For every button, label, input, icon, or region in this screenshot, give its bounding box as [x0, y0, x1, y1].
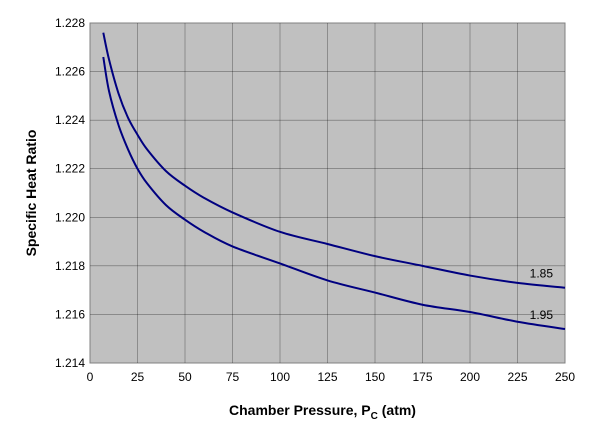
x-tick-label: 250 — [555, 370, 575, 384]
y-tick-label: 1.218 — [55, 259, 85, 273]
series-lines — [102, 32, 566, 330]
x-tick-label: 100 — [270, 370, 290, 384]
x-gridlines — [137, 23, 518, 363]
y-tick-label: 1.216 — [55, 307, 85, 321]
y-axis-title: Specific Heat Ratio — [23, 130, 39, 257]
series-labels: 1.85 1.95 — [530, 267, 554, 322]
x-tick-label: 200 — [460, 370, 480, 384]
x-tick-label: 125 — [317, 370, 337, 384]
x-tick-labels: 0 25 50 75 100 125 150 175 200 225 250 — [87, 370, 576, 384]
y-tick-label: 1.220 — [55, 210, 85, 224]
x-axis-title-main: Chamber Pressure, P — [229, 402, 371, 418]
y-tick-label: 1.214 — [55, 356, 85, 370]
x-tick-label: 50 — [178, 370, 192, 384]
x-tick-label: 0 — [87, 370, 94, 384]
series-line-1.85 — [102, 32, 566, 289]
x-tick-label: 225 — [507, 370, 527, 384]
y-tick-label: 1.228 — [55, 16, 85, 30]
series-label-1.85: 1.85 — [530, 267, 554, 281]
plot-area — [89, 22, 566, 364]
series-line-1.95 — [102, 56, 566, 330]
x-tick-label: 75 — [226, 370, 240, 384]
series-label-1.95: 1.95 — [530, 308, 554, 322]
y-tick-label: 1.222 — [55, 162, 85, 176]
y-tick-label: 1.226 — [55, 65, 85, 79]
y-tick-labels: 1.214 1.216 1.218 1.220 1.222 1.224 1.226 1.228 — [55, 16, 85, 370]
x-axis-title-subscript: C — [371, 411, 378, 422]
x-tick-label: 25 — [131, 370, 145, 384]
x-axis-title: Chamber Pressure, PC (atm) — [229, 402, 416, 422]
y-tick-label: 1.224 — [55, 113, 85, 127]
x-axis-title-tail: (atm) — [378, 402, 416, 418]
x-tick-label: 150 — [365, 370, 385, 384]
x-tick-label: 175 — [412, 370, 432, 384]
